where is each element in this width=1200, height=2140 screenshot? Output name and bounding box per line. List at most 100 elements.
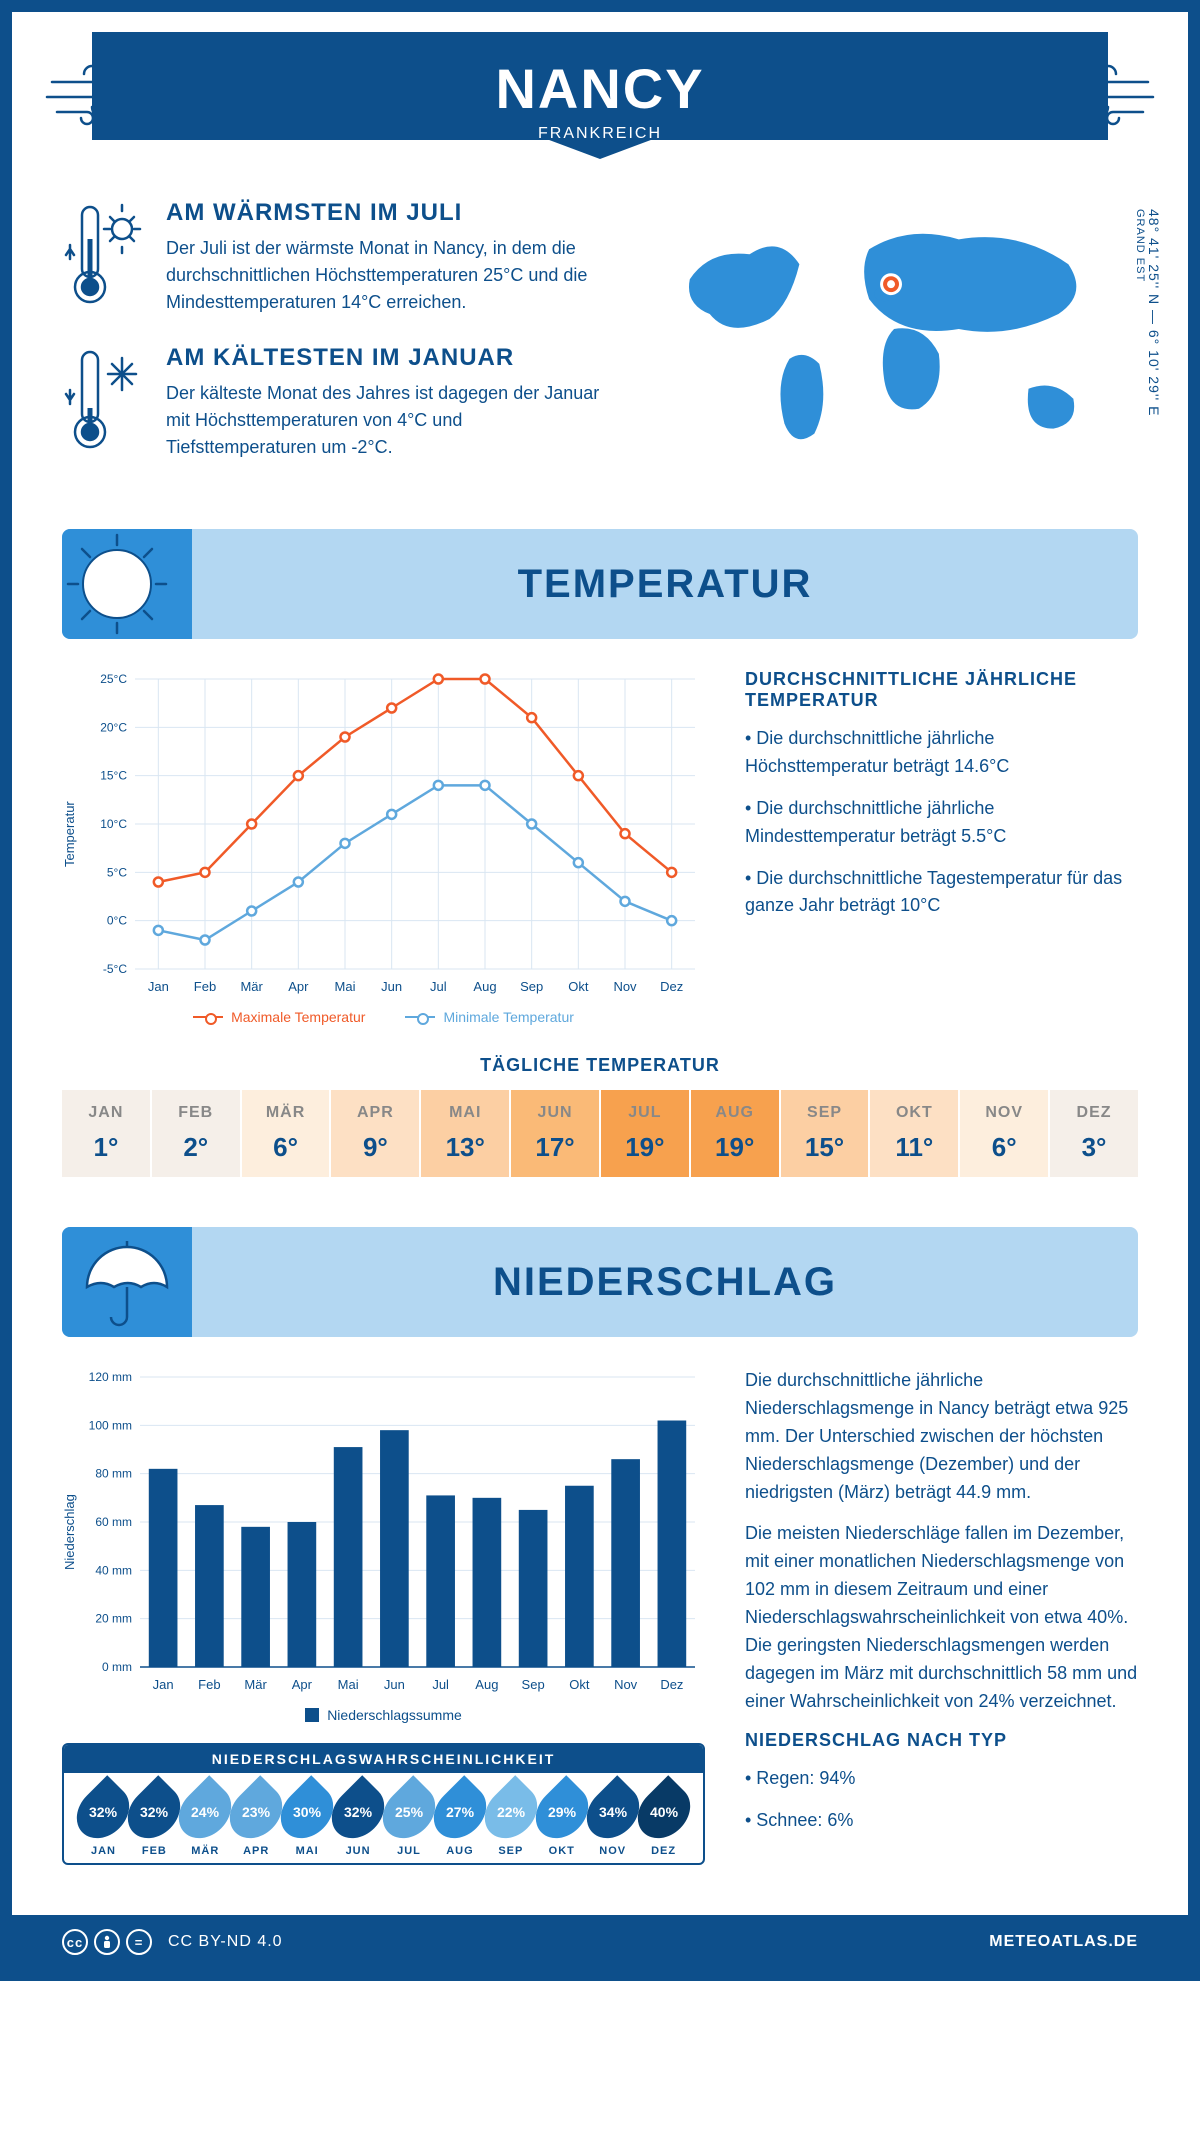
precip-drop: 29% OKT (536, 1783, 587, 1857)
svg-text:40 mm: 40 mm (95, 1563, 132, 1577)
precipitation-section-header: NIEDERSCHLAG (62, 1227, 1138, 1337)
temp-cell: NOV 6° (960, 1090, 1050, 1177)
svg-text:100 mm: 100 mm (89, 1418, 132, 1432)
svg-text:Apr: Apr (292, 1677, 313, 1692)
site-name: METEOATLAS.DE (989, 1933, 1138, 1951)
thermometer-cold-icon (62, 344, 148, 461)
temp-ylabel: Temperatur (62, 669, 77, 999)
temp-bullet: • Die durchschnittliche jährliche Höchst… (745, 725, 1138, 781)
svg-text:Dez: Dez (660, 979, 683, 994)
precip-type-heading: NIEDERSCHLAG NACH TYP (745, 1730, 1138, 1751)
umbrella-icon (62, 1227, 192, 1337)
temp-cell: JUL 19° (601, 1090, 691, 1177)
precip-legend: Niederschlagssumme (62, 1707, 705, 1723)
svg-text:Sep: Sep (520, 979, 543, 994)
svg-text:Dez: Dez (660, 1677, 683, 1692)
sun-icon (62, 529, 192, 639)
footer: cc = CC BY-ND 4.0 METEOATLAS.DE (12, 1915, 1188, 1969)
svg-text:Feb: Feb (198, 1677, 220, 1692)
temperature-summary: DURCHSCHNITTLICHE JÄHRLICHE TEMPERATUR •… (745, 669, 1138, 1025)
precipitation-summary: Die durchschnittliche jährliche Niedersc… (745, 1367, 1138, 1865)
temp-cell: SEP 15° (781, 1090, 871, 1177)
precip-drop: 27% AUG (434, 1783, 485, 1857)
warmest-body: Der Juli ist der wärmste Monat in Nancy,… (166, 235, 610, 316)
temp-bullet: • Die durchschnittliche jährliche Mindes… (745, 795, 1138, 851)
legend-max: Maximale Temperatur (231, 1009, 365, 1025)
svg-text:Jul: Jul (432, 1677, 449, 1692)
precip-para: Die meisten Niederschläge fallen im Deze… (745, 1520, 1138, 1715)
svg-text:Jul: Jul (430, 979, 447, 994)
svg-text:Nov: Nov (614, 1677, 638, 1692)
svg-text:60 mm: 60 mm (95, 1515, 132, 1529)
precip-drop: 24% MÄR (180, 1783, 231, 1857)
svg-text:0°C: 0°C (107, 914, 127, 928)
svg-text:Jun: Jun (381, 979, 402, 994)
temp-legend: Maximale Temperatur Minimale Temperatur (62, 1009, 705, 1025)
precip-drop: 32% JAN (78, 1783, 129, 1857)
svg-text:Okt: Okt (569, 1677, 590, 1692)
legend-min: Minimale Temperatur (443, 1009, 573, 1025)
by-icon (94, 1929, 120, 1955)
precip-drop: 32% FEB (129, 1783, 180, 1857)
precip-drop: 34% NOV (587, 1783, 638, 1857)
region-label: GRAND EST (1134, 209, 1146, 282)
svg-text:Apr: Apr (288, 979, 309, 994)
temp-cell: JAN 1° (62, 1090, 152, 1177)
warmest-title: AM WÄRMSTEN IM JULI (166, 199, 610, 227)
svg-text:25°C: 25°C (100, 672, 127, 686)
svg-text:Mär: Mär (240, 979, 263, 994)
coldest-body: Der kälteste Monat des Jahres ist dagege… (166, 380, 610, 461)
precip-para: Die durchschnittliche jährliche Niedersc… (745, 1367, 1138, 1506)
warmest-fact: AM WÄRMSTEN IM JULI Der Juli ist der wär… (62, 199, 610, 316)
svg-text:Okt: Okt (568, 979, 589, 994)
svg-text:80 mm: 80 mm (95, 1467, 132, 1481)
svg-text:10°C: 10°C (100, 817, 127, 831)
temp-cell: DEZ 3° (1050, 1090, 1138, 1177)
license-text: CC BY-ND 4.0 (168, 1933, 283, 1951)
coldest-fact: AM KÄLTESTEN IM JANUAR Der kälteste Mona… (62, 344, 610, 461)
svg-text:20 mm: 20 mm (95, 1612, 132, 1626)
daily-temp-heading: TÄGLICHE TEMPERATUR (62, 1055, 1138, 1076)
precipitation-title: NIEDERSCHLAG (192, 1260, 1138, 1305)
license-icons: cc = CC BY-ND 4.0 (62, 1929, 283, 1955)
svg-text:Sep: Sep (522, 1677, 545, 1692)
temp-cell: OKT 11° (870, 1090, 960, 1177)
precip-drop: 25% JUL (384, 1783, 435, 1857)
country-name: FRANKREICH (92, 125, 1108, 143)
legend-precip: Niederschlagssumme (327, 1707, 462, 1723)
temp-cell: JUN 17° (511, 1090, 601, 1177)
temp-cell: FEB 2° (152, 1090, 242, 1177)
temp-cell: APR 9° (331, 1090, 421, 1177)
precip-prob-title: NIEDERSCHLAGSWAHRSCHEINLICHKEIT (64, 1745, 703, 1773)
svg-text:0 mm: 0 mm (102, 1660, 132, 1674)
svg-text:Feb: Feb (194, 979, 216, 994)
temp-cell: AUG 19° (691, 1090, 781, 1177)
temp-cell: MAI 13° (421, 1090, 511, 1177)
precip-drop: 23% APR (231, 1783, 282, 1857)
svg-text:Aug: Aug (475, 1677, 498, 1692)
city-name: NANCY (92, 56, 1108, 121)
svg-text:Aug: Aug (473, 979, 496, 994)
svg-text:Jan: Jan (153, 1677, 174, 1692)
precip-type: • Regen: 94% (745, 1765, 1138, 1793)
temp-text-heading: DURCHSCHNITTLICHE JÄHRLICHE TEMPERATUR (745, 669, 1138, 711)
world-map: GRAND EST 48° 41' 25'' N — 6° 10' 29'' E (640, 199, 1138, 489)
svg-text:Jan: Jan (148, 979, 169, 994)
svg-text:120 mm: 120 mm (89, 1370, 132, 1384)
svg-text:-5°C: -5°C (103, 962, 127, 976)
temperature-line-chart: -5°C0°C5°C10°C15°C20°C25°CJanFebMärAprMa… (85, 669, 705, 999)
svg-text:20°C: 20°C (100, 720, 127, 734)
temperature-section-header: TEMPERATUR (62, 529, 1138, 639)
infographic-frame: NANCY FRANKREICH AM WÄRMSTEN IM JULI Der… (0, 0, 1200, 1981)
precip-drop: 32% JUN (333, 1783, 384, 1857)
precip-type: • Schnee: 6% (745, 1807, 1138, 1835)
precip-drop: 30% MAI (282, 1783, 333, 1857)
svg-text:Nov: Nov (613, 979, 637, 994)
precip-probability-box: NIEDERSCHLAGSWAHRSCHEINLICHKEIT 32% JAN … (62, 1743, 705, 1865)
coldest-title: AM KÄLTESTEN IM JANUAR (166, 344, 610, 372)
svg-text:5°C: 5°C (107, 865, 127, 879)
thermometer-hot-icon (62, 199, 148, 316)
precip-ylabel: Niederschlag (62, 1367, 77, 1697)
precip-drop: 22% SEP (485, 1783, 536, 1857)
svg-text:Mai: Mai (338, 1677, 359, 1692)
